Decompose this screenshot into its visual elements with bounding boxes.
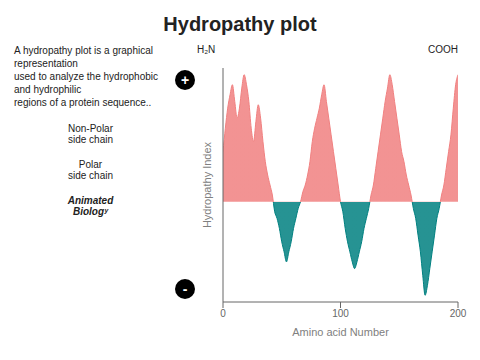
svg-text:200: 200 — [450, 308, 467, 319]
svg-text:Hydropathy Index: Hydropathy Index — [201, 141, 213, 228]
html-text:A hydropathy plot is a graphic: A hydropathy plot is a graphical represe… — [14, 45, 158, 108]
svg-text:Amino acid Number: Amino acid Number — [292, 326, 389, 338]
html-text:Animated Biologʸ: Animated Biologʸ — [67, 195, 114, 217]
svg-text:100: 100 — [332, 308, 349, 319]
html-text:H₂N: H₂N — [197, 43, 216, 55]
html-text:COOH: COOH — [428, 43, 458, 55]
svg-text:0: 0 — [220, 308, 226, 319]
html-text:Polar side chain: Polar side chain — [68, 159, 113, 181]
html-text:Hydropathy plot: Hydropathy plot — [163, 13, 317, 35]
html-text:Non-Polar side chain: Non-Polar side chain — [68, 123, 113, 145]
